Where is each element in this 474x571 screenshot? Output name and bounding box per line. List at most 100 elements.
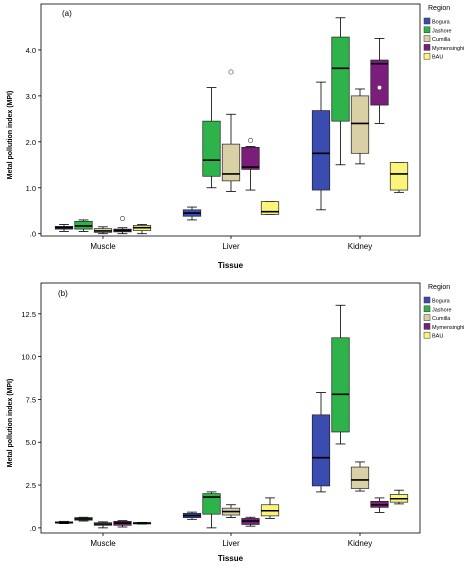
plot-frame: [40, 282, 421, 534]
box-bau-muscle: [132, 224, 152, 235]
y-tick-label: 12.5: [21, 310, 36, 319]
legend-title: Region: [428, 284, 450, 291]
legend-swatch-cumilla: [423, 314, 431, 321]
box-iqr: [260, 201, 280, 215]
box-mymensinghi-kidney: [370, 38, 389, 124]
y-tick-label: 7.5: [26, 395, 36, 404]
legend-swatch-bau: [423, 331, 431, 339]
box-iqr: [331, 337, 350, 433]
legend: [423, 296, 431, 339]
legend-label-bogura: Bogura: [432, 20, 451, 26]
legend-swatch-cumilla: [423, 35, 431, 42]
box-iqr: [350, 95, 370, 154]
box-bogura-kidney: [311, 81, 331, 211]
x-axis-label: Tissue: [218, 554, 244, 563]
box-cumilla-kidney: [350, 461, 370, 492]
box-iqr: [221, 143, 241, 182]
box-bogura-liver: [182, 206, 202, 221]
panel-b: [38, 282, 431, 536]
x-axis-label: Tissue: [218, 261, 244, 270]
box-iqr: [350, 466, 370, 489]
outlier-point: [119, 215, 126, 222]
x-tick-label: Muscle: [90, 242, 116, 251]
box-iqr: [331, 36, 350, 122]
box-bogura-liver: [182, 511, 202, 520]
legend-label-mymensinghi: Mymensinghi: [432, 46, 464, 52]
legend-label-jashore: Jashore: [432, 28, 452, 34]
box-jashore-kidney: [331, 17, 350, 166]
box-iqr: [202, 493, 221, 515]
outlier-point: [228, 69, 234, 75]
outlier-point: [247, 137, 254, 143]
legend-swatch-mymensinghi: [423, 323, 431, 330]
y-tick-label: 4.0: [26, 46, 36, 55]
outlier-point: [376, 85, 383, 91]
box-cumilla-muscle: [93, 521, 113, 529]
legend-title: Region: [428, 5, 450, 12]
legend-swatch-bogura: [423, 17, 431, 25]
x-tick-label: Kidney: [348, 242, 372, 251]
x-tick-label: Liver: [222, 242, 240, 251]
x-tick-label: Liver: [222, 539, 240, 548]
box-jashore-kidney: [331, 304, 350, 445]
y-axis-label: Metal pollution index (MPI): [7, 91, 14, 180]
box-jashore-muscle: [74, 516, 93, 522]
box-iqr: [311, 414, 331, 487]
box-mymensinghi-liver: [241, 137, 260, 191]
box-jashore-liver: [202, 87, 221, 189]
legend-swatch-bau: [423, 52, 431, 60]
legend-label-cumilla: Cumilla: [432, 37, 451, 43]
panel-label: (b): [58, 289, 68, 298]
box-bau-liver: [260, 497, 280, 519]
legend: [423, 17, 431, 60]
y-tick-label: .0: [30, 524, 36, 533]
box-iqr: [311, 110, 331, 191]
box-iqr: [370, 59, 389, 106]
y-tick-label: 2.5: [26, 481, 36, 490]
box-mymensinghi-liver: [241, 516, 260, 527]
box-cumilla-liver: [221, 504, 241, 518]
y-tick-label: 10.0: [21, 353, 36, 362]
legend-label-bau: BAU: [432, 55, 443, 61]
legend-label-bogura: Bogura: [432, 299, 451, 305]
box-iqr: [202, 120, 221, 177]
legend-label-jashore: Jashore: [432, 307, 452, 313]
box-jashore-liver: [202, 491, 221, 529]
box-bau-kidney: [389, 162, 409, 193]
y-tick-label: 3.0: [26, 92, 36, 101]
y-tick-label: 2.0: [26, 138, 36, 147]
panel-a: [38, 3, 431, 239]
legend-label-mymensinghi: Mymensinghi: [432, 325, 464, 331]
box-iqr: [389, 162, 409, 191]
legend-label-bau: BAU: [432, 334, 443, 340]
legend-swatch-jashore: [423, 26, 431, 34]
x-tick-label: Kidney: [348, 539, 372, 548]
box-bogura-muscle: [54, 224, 74, 232]
y-axis-label: Metal pollution index (MPI): [7, 379, 14, 468]
box-bau-kidney: [389, 489, 409, 505]
y-tick-label: 1.0: [26, 184, 36, 193]
legend-swatch-bogura: [423, 296, 431, 304]
box-iqr: [241, 146, 260, 170]
box-bau-liver: [260, 201, 280, 215]
y-tick-label: 5.0: [26, 438, 36, 447]
box-bau-muscle: [132, 521, 152, 525]
box-cumilla-kidney: [350, 88, 370, 165]
x-tick-label: Muscle: [90, 539, 116, 548]
box-bogura-kidney: [311, 392, 331, 493]
box-mymensinghi-muscle: [113, 215, 132, 235]
legend-swatch-jashore: [423, 305, 431, 313]
box-mymensinghi-kidney: [370, 497, 389, 513]
box-cumilla-muscle: [93, 226, 113, 235]
box-cumilla-liver: [221, 69, 241, 192]
legend-swatch-mymensinghi: [423, 44, 431, 51]
box-mymensinghi-muscle: [113, 520, 132, 528]
y-tick-label: .0: [30, 230, 36, 239]
box-bogura-muscle: [54, 520, 74, 524]
panel-label: (a): [62, 9, 72, 18]
legend-label-cumilla: Cumilla: [432, 316, 451, 322]
plot-frame: [40, 3, 421, 237]
box-jashore-muscle: [74, 219, 93, 232]
